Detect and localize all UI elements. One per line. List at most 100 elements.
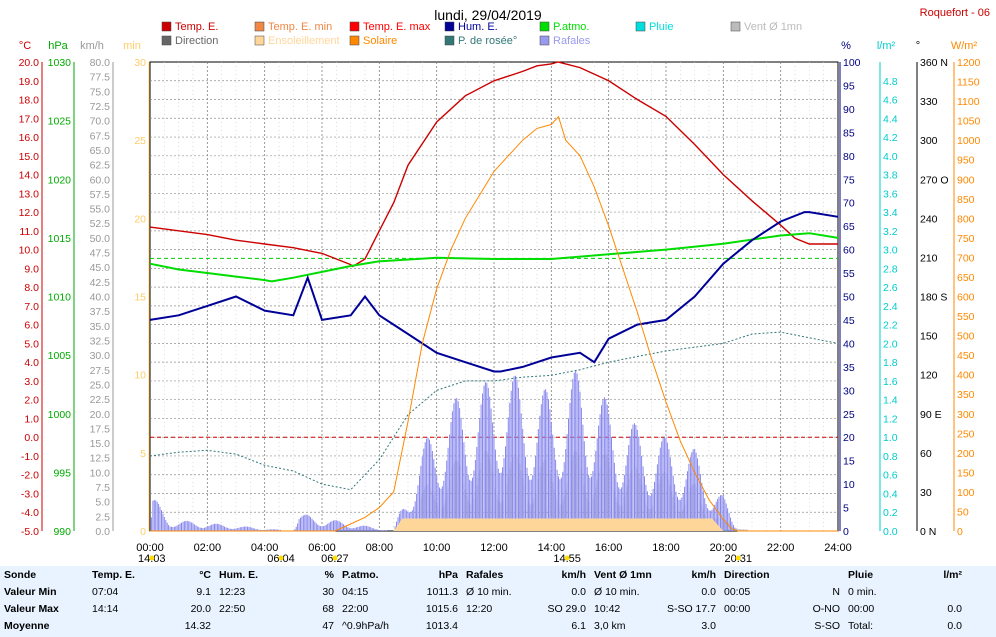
- summary-cell: 0.0: [947, 619, 962, 632]
- legend-swatch: [444, 21, 455, 32]
- tick-label-wind: 57.5: [90, 189, 111, 201]
- tick-label-rain: 4.8: [883, 76, 898, 88]
- series-p-atmo: [149, 232, 839, 283]
- summary-row-max: Valeur Max 14:14 20.0 22:50 68 22:00 101…: [0, 600, 966, 617]
- tick-label-wind: 35.0: [90, 321, 111, 333]
- sun-marker-icon: [149, 555, 155, 561]
- summary-cell: 00:05: [724, 585, 751, 598]
- summary-unit-rafales: km/h: [561, 568, 586, 581]
- tick-label-solar: 100: [957, 487, 975, 499]
- summary-unit-pluie: l/m²: [943, 568, 962, 581]
- summary-cell: SO 29.0: [547, 602, 586, 615]
- tick-label-temp: 12.0: [19, 207, 40, 219]
- tick-label-pressure: 1025: [48, 116, 72, 128]
- tick-label-rain: 0.2: [883, 507, 898, 519]
- summary-cell: 22:50: [219, 602, 246, 615]
- axis-direction: 360 N 330 300 270 O 240 210 180 S 150 120 90 E 60 3…: [916, 57, 949, 538]
- tick-label-temp: 11.0: [19, 226, 39, 238]
- tick-label-temp: 4.0: [24, 357, 39, 369]
- tick-label-wind: 65.0: [90, 145, 111, 157]
- summary-cell: [912, 583, 966, 600]
- tick-label-solar: 300: [957, 409, 975, 421]
- summary-cell: 1011.3: [426, 585, 458, 598]
- tick-label-sunshine: 5: [140, 448, 146, 460]
- tick-label-direction: 270 O: [920, 174, 949, 186]
- summary-cell: 30: [322, 585, 334, 598]
- x-tick-label: 18:00: [652, 542, 680, 554]
- tick-label-rain: 0.0: [883, 526, 898, 538]
- tick-label-solar: 1100: [957, 96, 980, 108]
- tick-label-temp: 18.0: [19, 95, 40, 107]
- tick-label-humidity: 65: [843, 221, 855, 233]
- tick-label-humidity: 15: [843, 456, 855, 468]
- series-p-de-ros-e: [149, 331, 839, 491]
- summary-cell: 68: [322, 602, 334, 615]
- summary-cell: 10:42: [594, 602, 621, 615]
- summary-cell: ^0.9hPa/h: [342, 619, 389, 632]
- tick-label-wind: 47.5: [90, 248, 111, 260]
- tick-label-solar: 1000: [957, 135, 981, 147]
- tick-label-temp: 2.0: [24, 395, 39, 407]
- y-axes: 20.0 19.0 18.0 17.0 16.0 15.0 14.0 13.0 12.0 11.0…: [19, 57, 981, 538]
- summary-cell: [720, 617, 788, 634]
- summary-cell: 0.0: [571, 585, 586, 598]
- tick-label-solar: 750: [957, 233, 975, 245]
- tick-label-humidity: 5: [843, 503, 849, 515]
- summary-cell: Ø 10 min.: [466, 585, 512, 598]
- tick-label-humidity: 75: [843, 174, 855, 186]
- summary-header-pluie: Pluie: [848, 568, 874, 581]
- tick-label-sunshine: 20: [134, 213, 146, 225]
- tick-label-rain: 4.0: [883, 151, 898, 163]
- tick-label-temp: -1.0: [21, 451, 39, 463]
- tick-label-temp: 7.0: [24, 301, 39, 313]
- summary-cell: [88, 617, 171, 634]
- tick-label-sunshine: 30: [134, 57, 146, 69]
- tick-label-wind: 0.0: [95, 526, 110, 538]
- tick-label-temp: 8.0: [24, 282, 39, 294]
- tick-label-humidity: 100: [843, 57, 861, 69]
- summary-cell: 12:20: [466, 602, 493, 615]
- axis-rain: 4.8 4.6 4.4 4.2 4.0 3.8 3.6 3.4 3.2 3.0 2.8 2.6 2.4 2…: [879, 62, 898, 538]
- x-tick-label: 12:00: [480, 542, 508, 554]
- tick-label-wind: 62.5: [90, 160, 111, 172]
- tick-label-rain: 2.0: [883, 338, 898, 350]
- summary-unit-hum: %: [324, 568, 334, 581]
- tick-label-temp: -3.0: [21, 488, 39, 500]
- legend-swatch: [444, 35, 455, 46]
- tick-label-wind: 67.5: [90, 130, 111, 142]
- tick-label-pressure: 1005: [48, 350, 72, 362]
- legend-label: Temp. E. max: [363, 21, 431, 33]
- tick-label-solar: 150: [957, 467, 975, 479]
- summary-cell: S-SO: [814, 619, 840, 632]
- legend-label: P.atmo.: [553, 21, 590, 33]
- tick-label-humidity: 80: [843, 151, 855, 163]
- tick-label-rain: 3.2: [883, 226, 898, 238]
- tick-label-temp: 15.0: [19, 151, 40, 163]
- tick-label-wind: 7.5: [95, 482, 110, 494]
- tick-label-solar: 950: [957, 155, 975, 167]
- tick-label-solar: 850: [957, 194, 975, 206]
- summary-cell: 14.32: [184, 619, 211, 632]
- station-name: Roquefort - 06: [920, 7, 990, 19]
- axis-unit-wind: km/h: [80, 40, 104, 52]
- summary-cell: 22:00: [342, 602, 369, 615]
- tick-label-rain: 3.6: [883, 188, 898, 200]
- summary-cell: 9.1: [196, 585, 211, 598]
- x-tick-label: 16:00: [595, 542, 623, 554]
- summary-cell: 0 min.: [848, 585, 877, 598]
- summary-unit-vent: km/h: [691, 568, 716, 581]
- tick-label-pressure: 995: [53, 467, 71, 479]
- tick-label-rain: 0.4: [883, 488, 898, 500]
- axis-unit-pressure: hPa: [48, 40, 68, 52]
- tick-label-solar: 1200: [957, 57, 981, 69]
- axis-unit-sunshine: min: [123, 40, 141, 52]
- x-tick-label: 00:00: [136, 542, 164, 554]
- summary-cell: 1015.6: [425, 602, 458, 615]
- x-tick-label: 06:00: [308, 542, 336, 554]
- summary-cell: 0.0: [947, 602, 962, 615]
- x-tick-label: 14:00: [538, 542, 566, 554]
- tick-label-solar: 200: [957, 448, 975, 460]
- tick-label-direction: 180 S: [920, 292, 947, 304]
- summary-cell: 00:00: [724, 602, 751, 615]
- tick-label-solar: 350: [957, 389, 975, 401]
